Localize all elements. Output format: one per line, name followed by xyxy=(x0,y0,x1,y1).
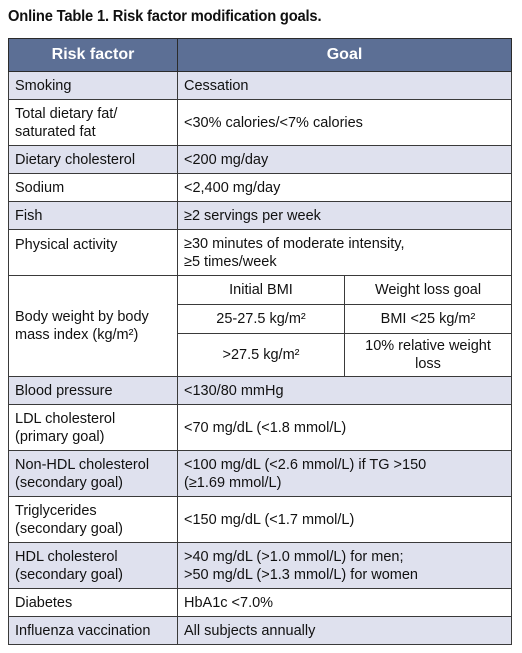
row-fish: Fish ≥2 servings per week xyxy=(8,201,512,230)
risk-factor-cell: LDL cholesterol (primary goal) xyxy=(8,404,178,451)
goal-cell: <200 mg/day xyxy=(177,145,512,174)
risk-factor-cell: Smoking xyxy=(8,71,178,100)
goal-cell: All subjects annually xyxy=(177,616,512,645)
goal-line: ≥5 times/week xyxy=(184,253,277,270)
risk-factor-cell: Triglycerides (secondary goal) xyxy=(8,496,178,543)
header-risk-factor: Risk factor xyxy=(8,38,178,72)
bmi-range-cell: 25-27.5 kg/m² xyxy=(177,304,345,334)
risk-factor-line: (secondary goal) xyxy=(15,520,123,537)
row-smoking: Smoking Cessation xyxy=(8,71,512,100)
risk-factor-cell: Non-HDL cholesterol (secondary goal) xyxy=(8,450,178,497)
goal-cell: <150 mg/dL (<1.7 mmol/L) xyxy=(177,496,512,543)
risk-factor-line: saturated fat xyxy=(15,123,96,140)
row-diabetes: Diabetes HbA1c <7.0% xyxy=(8,588,512,617)
row-triglycerides: Triglycerides (secondary goal) <150 mg/d… xyxy=(8,496,512,543)
risk-factor-line: Triglycerides xyxy=(15,502,97,519)
risk-factor-line: HDL cholesterol xyxy=(15,548,118,565)
goal-cell: Cessation xyxy=(177,71,512,100)
risk-factor-cell: Total dietary fat/ saturated fat xyxy=(8,99,178,146)
risk-factor-line: Body weight by body xyxy=(15,309,149,325)
weight-goal-cell: BMI <25 kg/m² xyxy=(344,304,512,334)
risk-factor-line: (secondary goal) xyxy=(15,566,123,583)
row-ldl: LDL cholesterol (primary goal) <70 mg/dL… xyxy=(8,404,512,451)
risk-factor-cell: HDL cholesterol (secondary goal) xyxy=(8,542,178,589)
goal-cell: <100 mg/dL (<2.6 mmol/L) if TG >150 (≥1.… xyxy=(177,450,512,497)
risk-factor-cell: Body weight by body mass index (kg/m²) xyxy=(8,275,178,377)
goal-cell: ≥2 servings per week xyxy=(177,201,512,230)
goal-line: (≥1.69 mmol/L) xyxy=(184,474,282,491)
bmi-column-header: Initial BMI xyxy=(177,275,345,305)
risk-factor-cell: Physical activity xyxy=(8,229,178,276)
risk-factor-cell: Blood pressure xyxy=(8,376,178,405)
row-hdl: HDL cholesterol (secondary goal) >40 mg/… xyxy=(8,542,512,589)
goal-line: >40 mg/dL (>1.0 mmol/L) for men; xyxy=(184,548,404,565)
bmi-range-cell: >27.5 kg/m² xyxy=(177,333,345,377)
weight-loss-column-header: Weight loss goal xyxy=(344,275,512,305)
risk-factor-line: Non-HDL cholesterol xyxy=(15,456,150,473)
row-bmi-overweight: 25-27.5 kg/m² BMI <25 kg/m² xyxy=(9,304,512,334)
goal-line: ≥30 minutes of moderate intensity, xyxy=(184,235,405,252)
row-physical-activity: Physical activity ≥30 minutes of moderat… xyxy=(8,229,512,276)
risk-factor-cell: Influenza vaccination xyxy=(8,616,178,645)
goal-cell: >40 mg/dL (>1.0 mmol/L) for men; >50 mg/… xyxy=(177,542,512,589)
row-body-weight: Body weight by body mass index (kg/m²) I… xyxy=(8,275,512,377)
weight-goal-cell: 10% relative weight loss xyxy=(344,333,512,377)
goal-line: >50 mg/dL (>1.3 mmol/L) for women xyxy=(184,566,418,583)
risk-factor-line: LDL cholesterol xyxy=(15,410,116,427)
risk-factor-cell: Fish xyxy=(8,201,178,230)
risk-factor-cell: Dietary cholesterol xyxy=(8,145,178,174)
row-dietary-fat: Total dietary fat/ saturated fat <30% ca… xyxy=(8,99,512,146)
header-goal: Goal xyxy=(177,38,512,72)
goal-cell: <70 mg/dL (<1.8 mmol/L) xyxy=(177,404,512,451)
row-dietary-cholesterol: Dietary cholesterol <200 mg/day xyxy=(8,145,512,174)
goal-cell: <30% calories/<7% calories xyxy=(177,99,512,146)
risk-factor-line: mass index (kg/m²) xyxy=(15,327,139,343)
goal-line: <100 mg/dL (<2.6 mmol/L) if TG >150 xyxy=(184,456,427,473)
risk-factor-cell: Sodium xyxy=(8,173,178,202)
goal-cell: HbA1c <7.0% xyxy=(177,588,512,617)
row-influenza: Influenza vaccination All subjects annua… xyxy=(8,616,512,645)
row-blood-pressure: Blood pressure <130/80 mmHg xyxy=(8,376,512,405)
risk-factor-line: Total dietary fat/ xyxy=(15,105,118,122)
row-non-hdl: Non-HDL cholesterol (secondary goal) <10… xyxy=(8,450,512,497)
risk-factor-line: (primary goal) xyxy=(15,428,105,445)
row-bmi-obese: >27.5 kg/m² 10% relative weight loss xyxy=(9,333,512,377)
goal-cell: ≥30 minutes of moderate intensity, ≥5 ti… xyxy=(177,229,512,276)
risk-factor-cell: Diabetes xyxy=(8,588,178,617)
row-sodium: Sodium <2,400 mg/day xyxy=(8,173,512,202)
goal-cell: <2,400 mg/day xyxy=(177,173,512,202)
goal-cell: <130/80 mmHg xyxy=(177,376,512,405)
risk-factor-line: (secondary goal) xyxy=(15,474,123,491)
risk-factor-table: Risk factor Goal Smoking Cessation Total… xyxy=(8,38,512,645)
table-title: Online Table 1. Risk factor modification… xyxy=(8,8,322,25)
table-header-row: Risk factor Goal xyxy=(8,38,512,72)
